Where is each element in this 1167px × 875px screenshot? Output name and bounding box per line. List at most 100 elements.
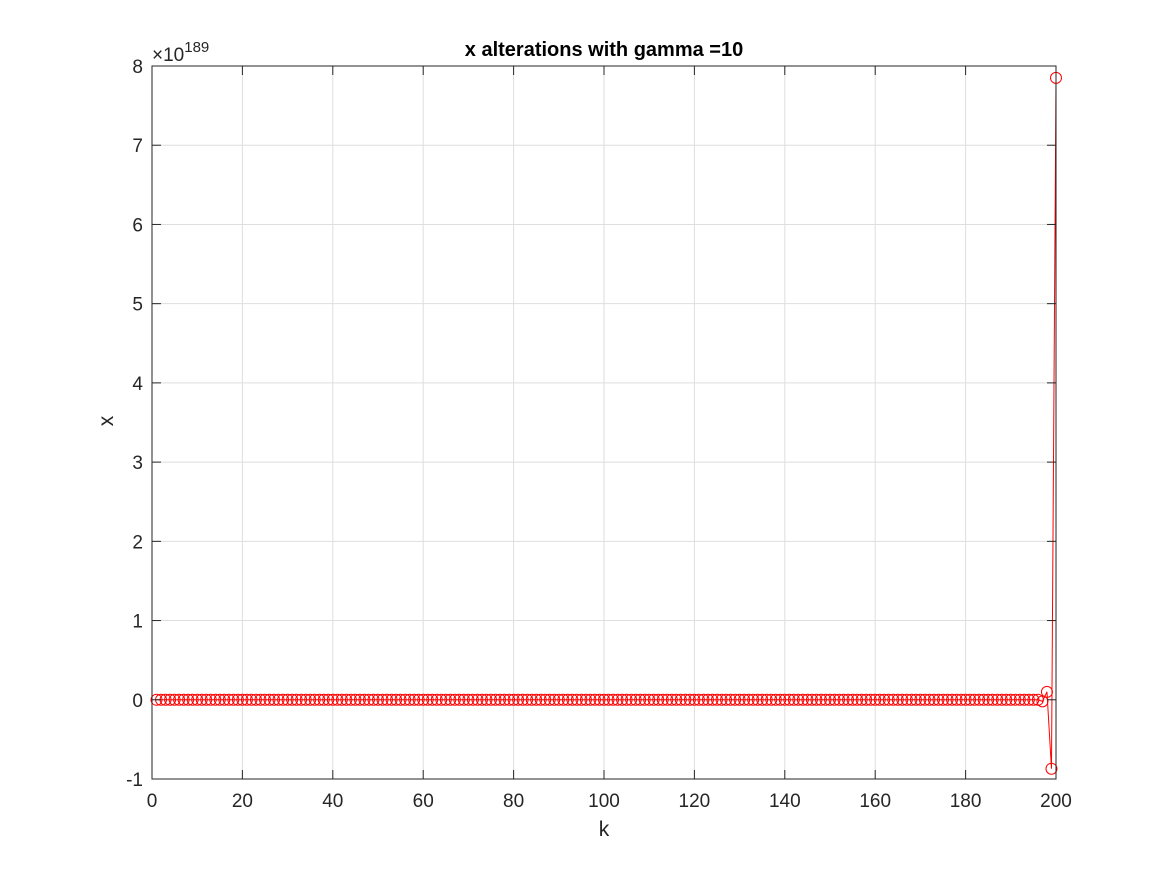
data-point-marker [937, 693, 949, 706]
data-point-marker [950, 693, 963, 706]
data-point-marker [213, 693, 226, 706]
data-point-marker [182, 693, 195, 706]
data-point-marker [575, 693, 588, 706]
data-point-marker [399, 693, 412, 706]
data-point-marker [240, 693, 253, 706]
data-point-marker [290, 693, 303, 706]
data-point-marker [367, 693, 380, 706]
x-tick-label: 140 [769, 791, 801, 812]
data-point-marker [729, 693, 742, 706]
data-point-marker [561, 693, 574, 706]
data-point-marker [656, 693, 669, 706]
data-point-marker [331, 693, 344, 706]
data-point-marker [218, 693, 231, 706]
data-point-marker [349, 693, 362, 706]
data-point-marker [616, 693, 629, 706]
data-point-marker [955, 693, 968, 706]
data-point-marker [905, 693, 918, 706]
data-point-marker [236, 693, 249, 706]
x-tick-label: 60 [413, 791, 434, 812]
data-point-marker [525, 693, 538, 706]
data-point-marker [209, 693, 222, 706]
data-point-marker [417, 693, 430, 706]
data-point-marker [408, 693, 421, 706]
data-point-marker [638, 693, 651, 706]
data-point-marker [552, 693, 565, 706]
x-tick-label: 0 [147, 791, 158, 812]
y-tick-label: 2 [132, 532, 143, 553]
data-point-marker [489, 693, 502, 706]
data-point-marker [842, 693, 855, 706]
data-point-marker [362, 693, 375, 706]
x-tick-label: 20 [232, 791, 253, 812]
data-point-marker [281, 693, 294, 706]
data-point-marker [787, 693, 800, 706]
data-point-marker [543, 693, 556, 706]
data-point-marker [186, 693, 199, 706]
data-point-marker [873, 693, 886, 706]
data-point-marker [851, 693, 864, 706]
data-point-marker [927, 693, 940, 706]
data-point-marker [439, 693, 452, 706]
data-point-marker [530, 693, 543, 706]
data-point-marker [819, 693, 832, 706]
data-point-marker [222, 693, 235, 706]
data-point-marker [986, 693, 999, 706]
data-point-marker [579, 693, 592, 706]
data-point-marker [652, 693, 665, 706]
data-point-marker [164, 693, 177, 706]
data-point-marker [891, 693, 904, 706]
data-point-marker [317, 693, 330, 706]
data-point-marker [272, 693, 285, 706]
data-point-marker [444, 693, 457, 706]
data-point-marker [1022, 693, 1035, 706]
data-point-marker [602, 693, 615, 706]
data-point-marker [249, 693, 262, 706]
data-point-marker [941, 693, 954, 706]
data-point-marker [412, 693, 425, 706]
data-point-marker [1018, 693, 1031, 706]
data-point-marker [783, 693, 796, 706]
data-point-marker [670, 693, 683, 706]
data-point-marker [607, 693, 620, 706]
data-point-marker [620, 693, 633, 706]
data-point-marker [548, 693, 561, 706]
data-point-marker [765, 693, 778, 706]
data-point-marker [462, 693, 475, 706]
data-point-marker [860, 693, 873, 706]
y-tick-label: 7 [132, 136, 143, 157]
data-point-marker [973, 693, 986, 706]
data-point-marker [814, 693, 827, 706]
data-point-marker [512, 693, 525, 706]
data-point-marker [263, 693, 276, 706]
data-point-marker [435, 693, 448, 706]
data-point-marker [503, 693, 516, 706]
data-point-marker [715, 693, 728, 706]
data-point-marker [566, 693, 579, 706]
data-point-marker [982, 693, 995, 706]
data-point-marker [593, 693, 606, 706]
y-exponent-power: 189 [184, 39, 209, 56]
data-point-marker [340, 693, 353, 706]
data-point-marker [335, 693, 348, 706]
data-point-marker [150, 693, 163, 706]
data-point-marker [430, 693, 443, 706]
data-point-marker [801, 693, 814, 706]
data-point-marker [864, 693, 877, 706]
data-point-marker [385, 693, 398, 706]
data-point-marker [846, 693, 859, 706]
data-point-marker [1027, 693, 1040, 706]
data-point-marker [706, 693, 719, 706]
data-point-marker [299, 693, 312, 706]
data-point-marker [837, 693, 850, 706]
data-point-marker [516, 693, 529, 706]
data-point-marker [204, 693, 217, 706]
data-point-marker [991, 693, 1004, 706]
data-point-marker [498, 693, 511, 706]
data-point-marker [977, 693, 990, 706]
x-tick-labels: 0 20 40 60 80 100 120 140 160 180 200 [147, 791, 1072, 812]
data-point-marker [1000, 693, 1013, 706]
data-point-marker [259, 693, 271, 706]
x-tick-label: 180 [950, 791, 982, 812]
